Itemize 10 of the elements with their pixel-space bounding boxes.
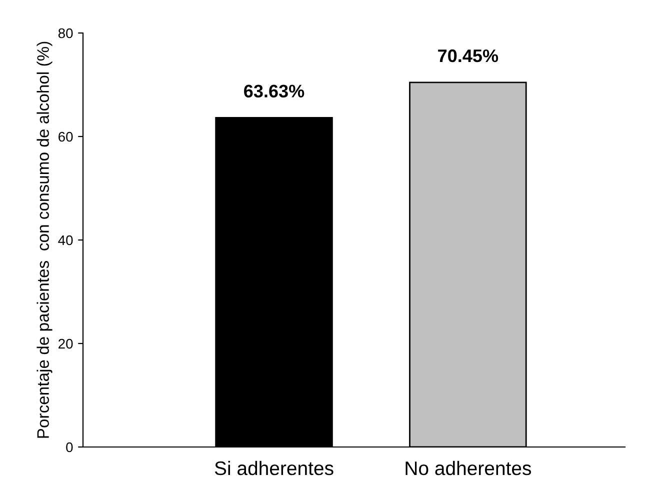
y-axis-title: Porcentaje de pacientes con consumo de alcohol (%): [36, 42, 52, 438]
y-tick-label: 0: [66, 442, 73, 452]
y-tick-label: 80: [58, 28, 73, 38]
data-label: 63.63%: [244, 84, 304, 98]
x-tick-label: Si adherentes: [214, 460, 334, 476]
y-tick-label: 20: [58, 338, 73, 349]
data-label: 70.45%: [438, 49, 498, 62]
x-tick-label: No adherentes: [406, 460, 532, 476]
y-tick-label: 60: [58, 132, 73, 142]
y-tick-label: 40: [58, 235, 73, 246]
